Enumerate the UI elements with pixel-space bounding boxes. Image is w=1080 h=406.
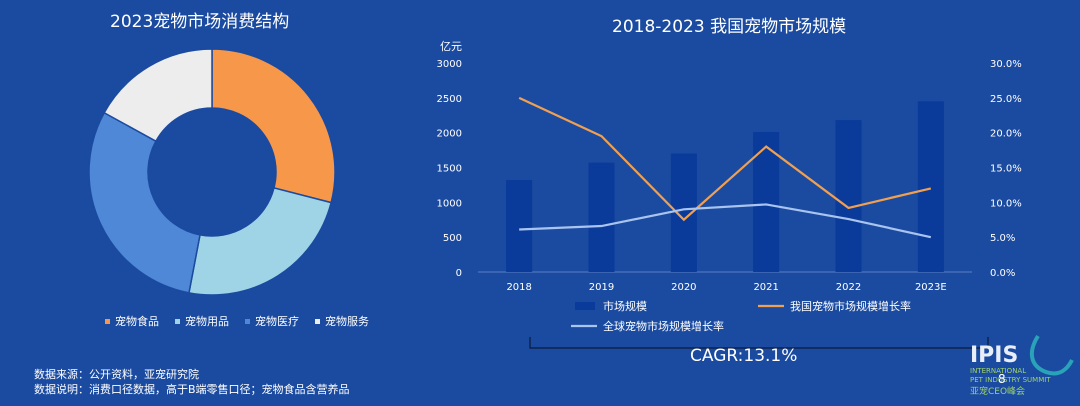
- donut-slice-2: [188, 187, 333, 296]
- bar-2018: [506, 180, 533, 272]
- y2-tick-label: 30.0%: [990, 59, 1022, 70]
- page-number: 8: [998, 372, 1006, 386]
- donut-slice-3: [88, 111, 201, 294]
- logo-swoosh-icon: [1029, 334, 1074, 376]
- y2-tick-label: 25.0%: [990, 94, 1022, 105]
- donut-legend: 宠物食品 宠物用品 宠物医疗 宠物服务: [105, 313, 385, 329]
- legend-swatch-bar: [575, 302, 595, 310]
- legend-swatch: [175, 318, 180, 324]
- donut-chart: [88, 48, 336, 296]
- line-series-2: [519, 203, 932, 239]
- y-tick-label: 3000: [437, 59, 462, 70]
- x-tick-label: 2019: [589, 282, 614, 293]
- legend-swatch: [315, 318, 320, 324]
- logo-main-text: IPIS: [970, 343, 1018, 368]
- bar-2023E: [917, 101, 944, 272]
- logo-cn-text: 亚宠CEO峰会: [970, 385, 1025, 397]
- y-tick-label: 0: [456, 268, 462, 279]
- bar-chart-title: 2018-2023 我国宠物市场规模: [612, 17, 847, 37]
- y2-tick-label: 10.0%: [990, 198, 1022, 209]
- y-tick-label: 2000: [437, 129, 462, 140]
- ipis-logo-mark: IPIS INTERNATIONAL PET INDUSTRY SUMMIT 亚…: [970, 334, 1074, 397]
- legend-label: 宠物服务: [325, 315, 369, 328]
- x-tick-label: 2023E: [915, 282, 947, 293]
- y-tick-label: 1500: [437, 164, 462, 175]
- y2-tick-label: 0.0%: [990, 268, 1015, 279]
- donut-legend-item: 宠物服务: [315, 313, 369, 329]
- y-axis-unit: 亿元: [440, 40, 462, 53]
- bar-2019: [588, 162, 615, 272]
- line-series-1: [518, 96, 932, 222]
- legend-label: 宠物食品: [115, 315, 159, 328]
- legend-label: 宠物医疗: [255, 315, 299, 328]
- y-tick-label: 1000: [437, 198, 462, 209]
- y2-tick-label: 20.0%: [990, 129, 1022, 140]
- donut-legend-item: 宠物食品: [105, 313, 159, 329]
- cagr-bracket: [529, 337, 989, 349]
- donut-legend-item: 宠物医疗: [245, 313, 299, 329]
- donut-slice-4: [103, 48, 213, 143]
- x-tick-label: 2022: [836, 282, 861, 293]
- data-explanation-note: 数据说明：消费口径数据，高于B端零售口径；宠物食品含营养品: [34, 383, 350, 396]
- y2-tick-label: 5.0%: [990, 233, 1015, 244]
- bar-2022: [835, 120, 862, 272]
- donut-chart-title: 2023宠物市场消费结构: [110, 12, 290, 32]
- data-source-note: 数据来源：公开资料，亚宠研究院: [34, 368, 199, 381]
- legend-label: 我国宠物市场规模增长率: [790, 299, 911, 313]
- y2-tick-label: 15.0%: [990, 164, 1022, 175]
- donut-legend-item: 宠物用品: [175, 313, 229, 329]
- ipis-logo: IPIS INTERNATIONAL PET INDUSTRY SUMMIT 亚…: [968, 332, 1078, 402]
- logo-line2: PET INDUSTRY SUMMIT: [970, 376, 1051, 384]
- donut-slice-1: [211, 48, 336, 204]
- y-tick-label: 2500: [437, 94, 462, 105]
- logo-line1: INTERNATIONAL: [970, 367, 1026, 375]
- legend-swatch: [245, 318, 250, 324]
- y-tick-label: 500: [443, 233, 462, 244]
- cagr-label: CAGR:13.1%: [690, 346, 798, 366]
- market-size-chart: 亿元 0 500 1000 1500 2000 2500 3000 0.0% 5.0% 10.0% 1…: [437, 40, 1022, 349]
- legend-label: 宠物用品: [185, 315, 229, 328]
- x-tick-label: 2020: [671, 282, 696, 293]
- legend-label: 全球宠物市场规模增长率: [603, 319, 724, 333]
- x-tick-label: 2018: [506, 282, 531, 293]
- legend-label: 市场规模: [603, 299, 647, 313]
- legend-swatch: [105, 318, 110, 324]
- x-tick-label: 2021: [753, 282, 778, 293]
